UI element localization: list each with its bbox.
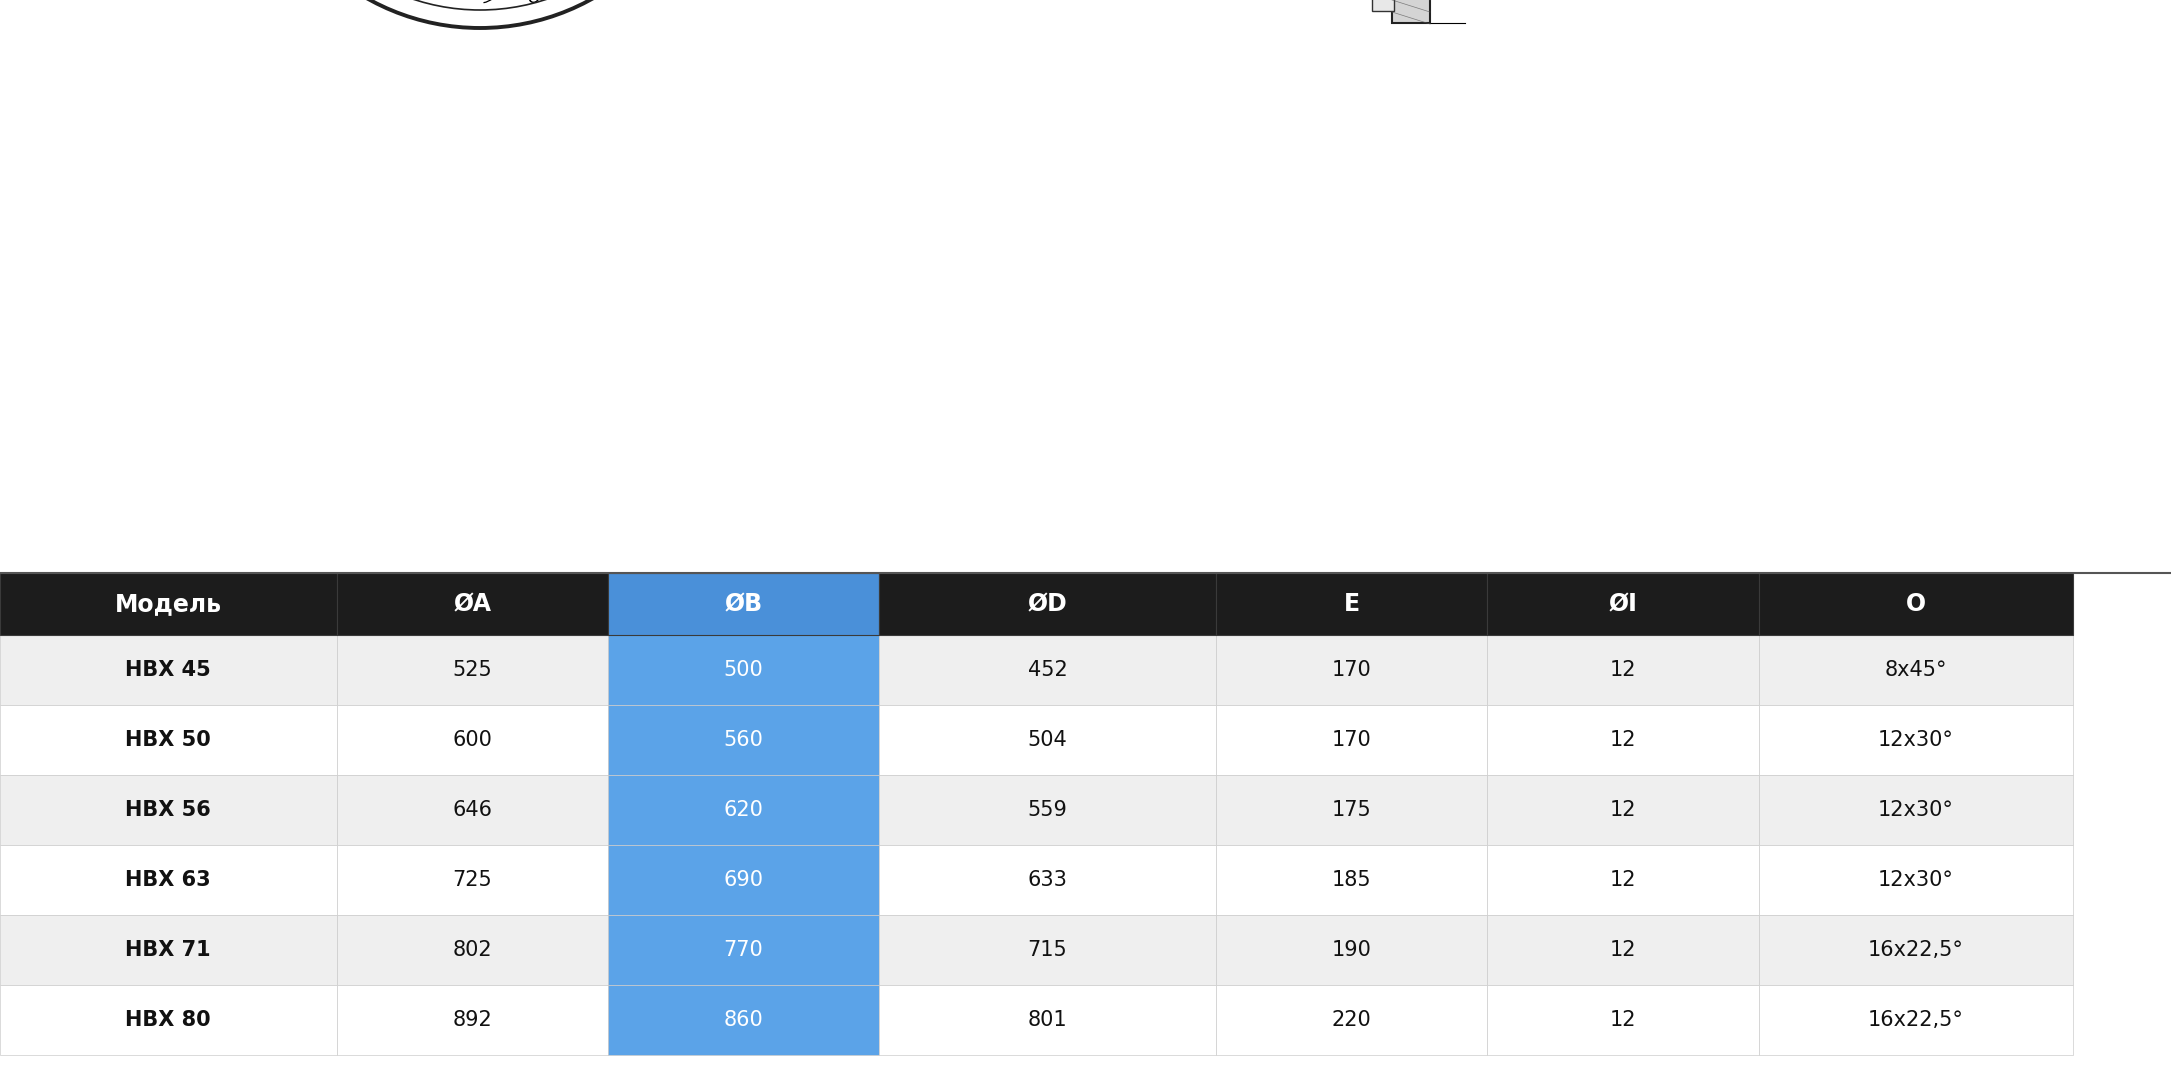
Text: 715: 715 [1027,941,1068,960]
Text: 620: 620 [723,800,764,820]
Text: 220: 220 [1331,1010,1372,1030]
Text: ØB: ØB [725,592,762,616]
Text: 725: 725 [452,870,493,890]
Text: 860: 860 [723,1010,764,1030]
Text: 190: 190 [1331,941,1372,960]
Text: 170: 170 [1331,660,1372,681]
Text: 646: 646 [452,800,493,820]
Text: 801: 801 [1027,1010,1068,1030]
Text: ØI: ØI [1609,592,1637,616]
Text: 12x30°: 12x30° [1878,800,1954,820]
Text: HBX 80: HBX 80 [126,1010,211,1030]
Text: 12: 12 [1609,800,1637,820]
Text: HBX 45: HBX 45 [126,660,211,681]
Text: 452: 452 [1027,660,1068,681]
Text: HBX 50: HBX 50 [126,730,211,750]
Text: 12x30°: 12x30° [1878,870,1954,890]
Text: O: O [1906,592,1926,616]
Text: 12: 12 [1609,660,1637,681]
Text: 559: 559 [1027,800,1068,820]
Text: 12: 12 [1609,730,1637,750]
Text: 770: 770 [723,941,764,960]
Text: 690: 690 [723,870,764,890]
Text: 802: 802 [452,941,493,960]
Text: ØD: ØD [1027,592,1068,616]
Text: ØA: ØA [454,592,491,616]
Bar [1392,0,1431,22]
Text: 12x30°: 12x30° [1878,730,1954,750]
Text: 500: 500 [723,660,764,681]
Text: 12: 12 [1609,870,1637,890]
Text: 8x45°: 8x45° [1884,660,1947,681]
Text: 504: 504 [1027,730,1068,750]
Text: 525: 525 [452,660,493,681]
Text: 16x22,5°: 16x22,5° [1867,941,1965,960]
Text: 175: 175 [1331,800,1372,820]
Text: 170: 170 [1331,730,1372,750]
Text: 12: 12 [1609,1010,1637,1030]
Text: HBX 56: HBX 56 [126,800,211,820]
Text: 185: 185 [1331,870,1372,890]
Text: Модель: Модель [115,592,221,616]
Text: 600: 600 [452,730,493,750]
Text: O°: O° [528,0,549,7]
Text: HBX 71: HBX 71 [126,941,211,960]
Text: 633: 633 [1027,870,1068,890]
Text: 16x22,5°: 16x22,5° [1867,1010,1965,1030]
Text: 560: 560 [723,730,764,750]
Text: 12: 12 [1609,941,1637,960]
Bar [1372,0,1394,11]
Text: HBX 63: HBX 63 [126,870,211,890]
Text: E: E [1344,592,1359,616]
Text: 892: 892 [452,1010,493,1030]
